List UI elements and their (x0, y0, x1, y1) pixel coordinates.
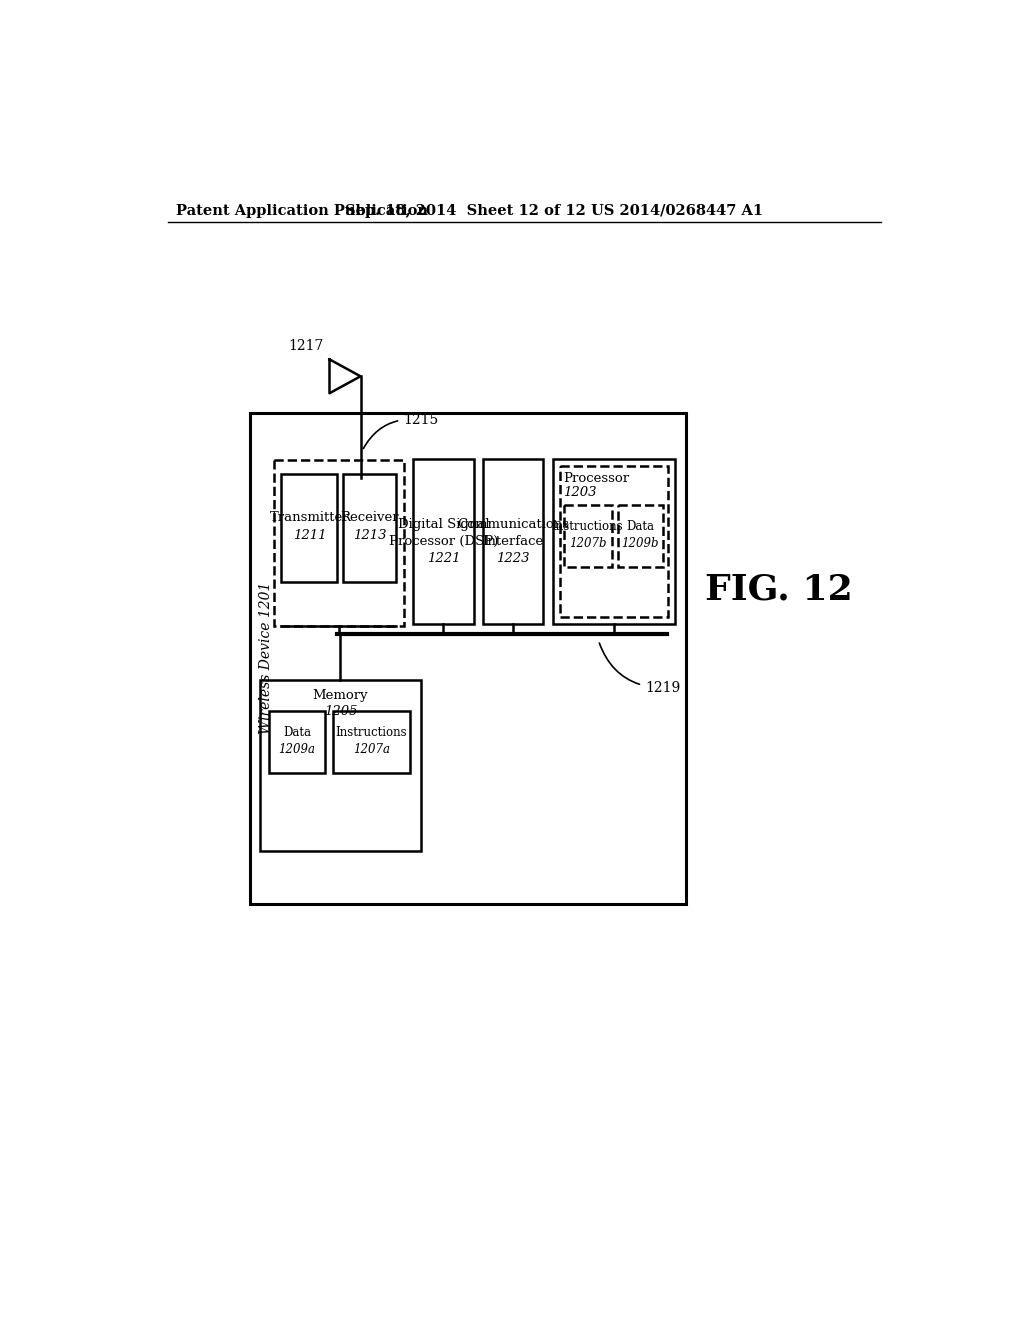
Text: 1213: 1213 (353, 529, 386, 543)
Text: 1221: 1221 (427, 552, 460, 565)
Text: US 2014/0268447 A1: US 2014/0268447 A1 (592, 203, 764, 218)
Bar (343, 474, 396, 582)
Text: 1203: 1203 (563, 486, 597, 499)
Text: Interface: Interface (482, 535, 544, 548)
Text: 1209b: 1209b (622, 537, 659, 550)
Bar (563, 506, 611, 566)
Text: 1215: 1215 (364, 413, 438, 449)
Text: 1207a: 1207a (353, 743, 390, 756)
Text: Memory: Memory (312, 689, 369, 702)
Text: Data: Data (283, 726, 311, 739)
Text: Digital Signal: Digital Signal (397, 517, 489, 531)
Text: 1219: 1219 (599, 643, 680, 696)
Bar (282, 474, 337, 582)
Bar (553, 459, 675, 624)
Text: 1211: 1211 (293, 529, 326, 543)
Text: 1217: 1217 (288, 339, 324, 354)
Bar (260, 681, 421, 851)
Text: Patent Application Publication: Patent Application Publication (176, 203, 428, 218)
Text: Processor: Processor (563, 473, 630, 486)
Bar (273, 461, 403, 626)
Text: Communications: Communications (457, 517, 569, 531)
Bar (251, 412, 686, 904)
Text: 1205: 1205 (324, 705, 357, 718)
Text: 1207b: 1207b (568, 537, 606, 550)
Text: 1223: 1223 (497, 552, 530, 565)
Text: Instructions: Instructions (552, 520, 624, 533)
Text: Sep. 18, 2014  Sheet 12 of 12: Sep. 18, 2014 Sheet 12 of 12 (345, 203, 586, 218)
Bar (269, 711, 325, 774)
Text: FIG. 12: FIG. 12 (706, 573, 853, 607)
Text: Data: Data (627, 520, 654, 533)
Bar (560, 466, 669, 618)
Text: Processor (DSP): Processor (DSP) (389, 535, 498, 548)
Text: Receiver: Receiver (341, 511, 399, 524)
Bar (414, 459, 474, 624)
Text: Transmitter: Transmitter (269, 511, 349, 524)
Bar (617, 506, 663, 566)
Text: 1209a: 1209a (279, 743, 315, 756)
Text: Instructions: Instructions (336, 726, 408, 739)
Bar (483, 459, 544, 624)
Text: Wireless Device 1201: Wireless Device 1201 (259, 582, 273, 734)
Bar (333, 711, 410, 774)
